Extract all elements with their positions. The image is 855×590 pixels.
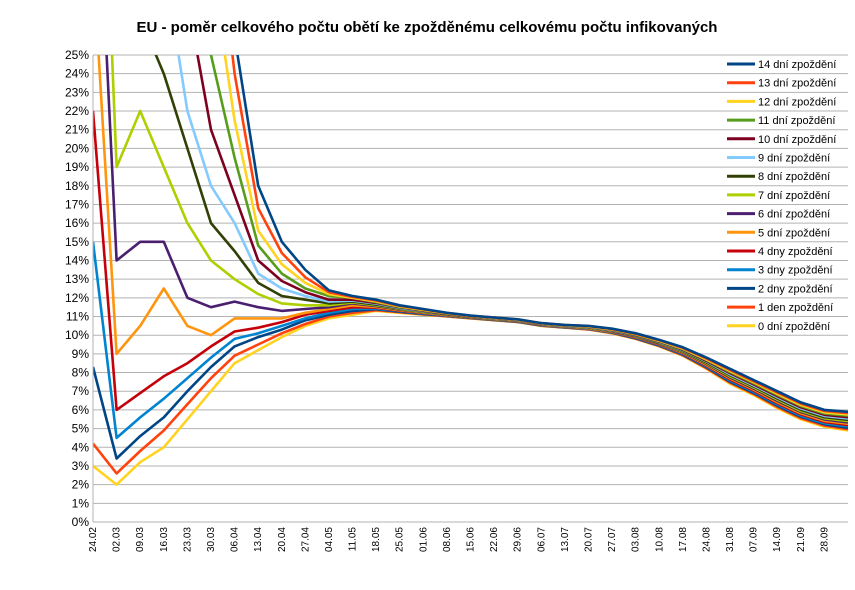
legend-label: 13 dní zpoždění [758,78,836,90]
legend-label: 2 dny zpoždění [758,283,833,295]
x-tick-label: 24.02 [88,527,99,552]
x-tick-label: 20.07 [583,527,594,552]
legend-label: 8 dní zpoždění [758,171,830,183]
y-tick-label: 20% [65,141,89,155]
x-tick-label: 18.05 [371,527,382,552]
x-tick-label: 28.09 [819,527,830,552]
legend-label: 9 dní zpoždění [758,153,830,165]
x-tick-label: 08.06 [442,527,453,552]
x-tick-label: 06.04 [230,527,241,552]
x-tick-label: 17.08 [678,527,689,552]
x-tick-label: 04.05 [324,527,335,552]
x-tick-label: 15.06 [466,527,477,552]
x-tick-label: 31.08 [725,527,736,552]
y-tick-label: 12% [65,291,89,305]
y-tick-label: 3% [72,459,90,473]
series-line [93,309,848,486]
x-tick-label: 23.03 [182,527,193,552]
x-tick-label: 22.06 [489,527,500,552]
x-tick-label: 07.09 [749,527,760,552]
y-tick-label: 23% [65,85,89,99]
x-tick-label: 29.06 [513,527,524,552]
series-line [236,55,848,414]
y-tick-label: 25% [65,48,89,62]
x-tick-label: 21.09 [796,527,807,552]
y-tick-label: 1% [72,496,90,510]
x-tick-label: 01.06 [418,527,429,552]
legend-label: 12 dní zpoždění [758,96,836,108]
x-tick-label: 11.05 [348,527,359,552]
y-tick-label: 9% [72,347,90,361]
x-tick-label: 10.08 [654,527,665,552]
y-tick-label: 5% [72,422,90,436]
x-tick-label: 09.03 [135,527,146,552]
x-tick-label: 20.04 [277,527,288,552]
y-tick-label: 7% [72,384,90,398]
x-tick-label: 16.03 [159,527,170,552]
y-tick-label: 6% [72,403,90,417]
x-tick-label: 24.08 [701,527,712,552]
x-tick-label: 30.03 [206,527,217,552]
legend-label: 3 dny zpoždění [758,265,833,277]
series-line [93,241,848,440]
y-tick-label: 0% [72,515,90,529]
y-tick-label: 19% [65,160,89,174]
y-tick-label: 17% [65,197,89,211]
y-tick-label: 2% [72,478,90,492]
legend-label: 0 dní zpoždění [758,321,830,333]
y-tick-label: 16% [65,216,89,230]
legend-label: 11 dní zpoždění [758,115,835,127]
y-tick-label: 22% [65,104,89,118]
y-tick-label: 14% [65,253,89,267]
legend-label: 10 dní zpoždění [758,134,836,146]
x-tick-label: 03.08 [631,527,642,552]
x-tick-label: 25.05 [395,527,406,552]
y-tick-label: 11% [66,310,89,324]
x-tick-label: 14.09 [772,527,783,552]
legend-label: 7 dní zpoždění [758,190,830,202]
x-tick-label: 13.04 [253,527,264,552]
y-tick-label: 8% [72,366,90,380]
x-tick-label: 06.07 [536,527,547,552]
legend-label: 1 den zpoždění [758,302,833,314]
y-tick-label: 4% [72,440,90,454]
legend-label: 14 dní zpoždění [758,59,836,71]
legend-label: 4 dny zpoždění [758,246,833,258]
x-tick-label: 13.07 [560,527,571,552]
y-tick-label: 21% [65,123,89,137]
legend-label: 5 dní zpoždění [758,227,830,239]
chart-title: EU - poměr celkového počtu obětí ke zpož… [137,19,718,36]
y-tick-label: 10% [65,328,89,342]
y-tick-label: 15% [65,235,89,249]
legend-label: 6 dní zpoždění [758,209,830,221]
y-tick-label: 18% [65,179,89,193]
y-tick-label: 13% [65,272,89,286]
x-tick-label: 27.07 [607,527,618,552]
x-tick-label: 02.03 [112,527,123,552]
y-tick-label: 24% [65,67,89,81]
x-tick-label: 27.04 [300,527,311,552]
